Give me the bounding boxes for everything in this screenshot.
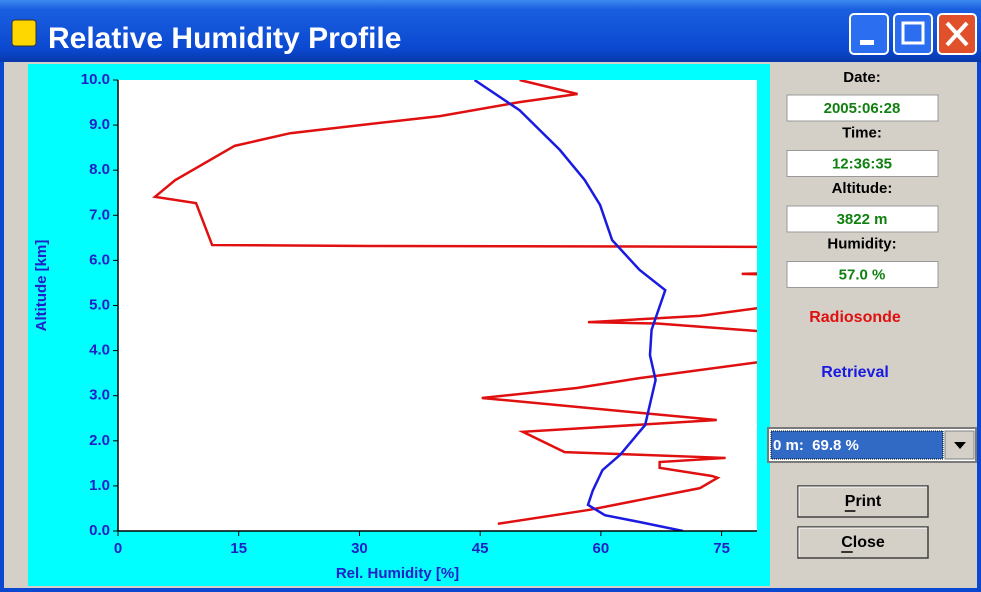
field-box — [786, 261, 939, 288]
bottom-border — [0, 588, 981, 592]
field-label: Time: — [842, 124, 882, 141]
field-value: 3822 m — [837, 211, 888, 228]
field-box — [786, 205, 939, 233]
field-label: Humidity: — [827, 235, 896, 252]
y-axis-label: Altitude [km] — [33, 240, 50, 332]
field-value: 2005:06:28 — [824, 100, 901, 117]
y-tick-label: 0.0 — [89, 522, 110, 539]
left-border — [0, 62, 4, 592]
button-label: Close — [841, 534, 885, 551]
button-face — [797, 485, 929, 518]
button-highlight — [798, 527, 927, 557]
legend-entry: Radiosonde — [809, 309, 901, 326]
minimize-button[interactable] — [849, 13, 889, 55]
app-icon — [11, 19, 37, 47]
close-button[interactable] — [937, 13, 977, 55]
field-value: 12:36:35 — [832, 155, 892, 172]
chart: 0 15 30 45 60 75 0.0 1.0 2.0 3.0 4.0 5.0 6.0 7.0 8.0 9.… — [33, 71, 757, 582]
x-tick-label: 30 — [351, 540, 368, 557]
field-box — [786, 94, 939, 122]
dropdown-value: 0 m: 69.8 % — [773, 437, 859, 454]
x-tick-label: 60 — [593, 540, 610, 557]
series-group — [152, 80, 757, 531]
side-panel: Date: 2005:06:28 Time: 12:36:35 Altitude: 382… — [767, 69, 977, 559]
series-line — [473, 80, 684, 531]
series-line — [152, 80, 757, 526]
y-tick-label: 10.0 — [81, 71, 110, 88]
field-box — [786, 150, 939, 177]
dropdown[interactable]: 0 m: 69.8 % — [767, 427, 977, 463]
button[interactable]: Print — [797, 485, 929, 518]
y-tick-label: 9.0 — [89, 116, 110, 133]
field-label: Date: — [843, 69, 881, 86]
x-axis-label: Rel. Humidity [%] — [336, 565, 459, 582]
y-tick-label: 8.0 — [89, 161, 110, 178]
dropdown-arrow — [954, 442, 966, 449]
y-tick-label: 1.0 — [89, 477, 110, 494]
y-tick-label: 7.0 — [89, 206, 110, 223]
legend-entry: Retrieval — [821, 364, 889, 381]
x-tick-label: 45 — [472, 540, 489, 557]
x-tick-label: 0 — [114, 540, 122, 557]
x-tick-label: 75 — [713, 540, 730, 557]
y-tick-label: 6.0 — [89, 251, 110, 268]
title-bar — [0, 0, 981, 62]
maximize-button[interactable] — [893, 13, 933, 55]
y-tick-label: 2.0 — [89, 432, 110, 449]
field-value: 57.0 % — [839, 266, 886, 283]
dropdown-selection — [770, 430, 944, 460]
y-tick-label: 3.0 — [89, 387, 110, 404]
y-tick-label: 5.0 — [89, 296, 110, 313]
x-tick-label: 15 — [230, 540, 247, 557]
field-label: Altitude: — [832, 180, 893, 197]
button-label: Print — [845, 493, 882, 510]
button[interactable]: Close — [797, 526, 929, 559]
right-border — [977, 62, 981, 592]
button-highlight — [798, 486, 927, 516]
window-title: Relative Humidity Profile — [48, 22, 401, 55]
button-face — [797, 526, 929, 559]
y-tick-label: 4.0 — [89, 342, 110, 359]
